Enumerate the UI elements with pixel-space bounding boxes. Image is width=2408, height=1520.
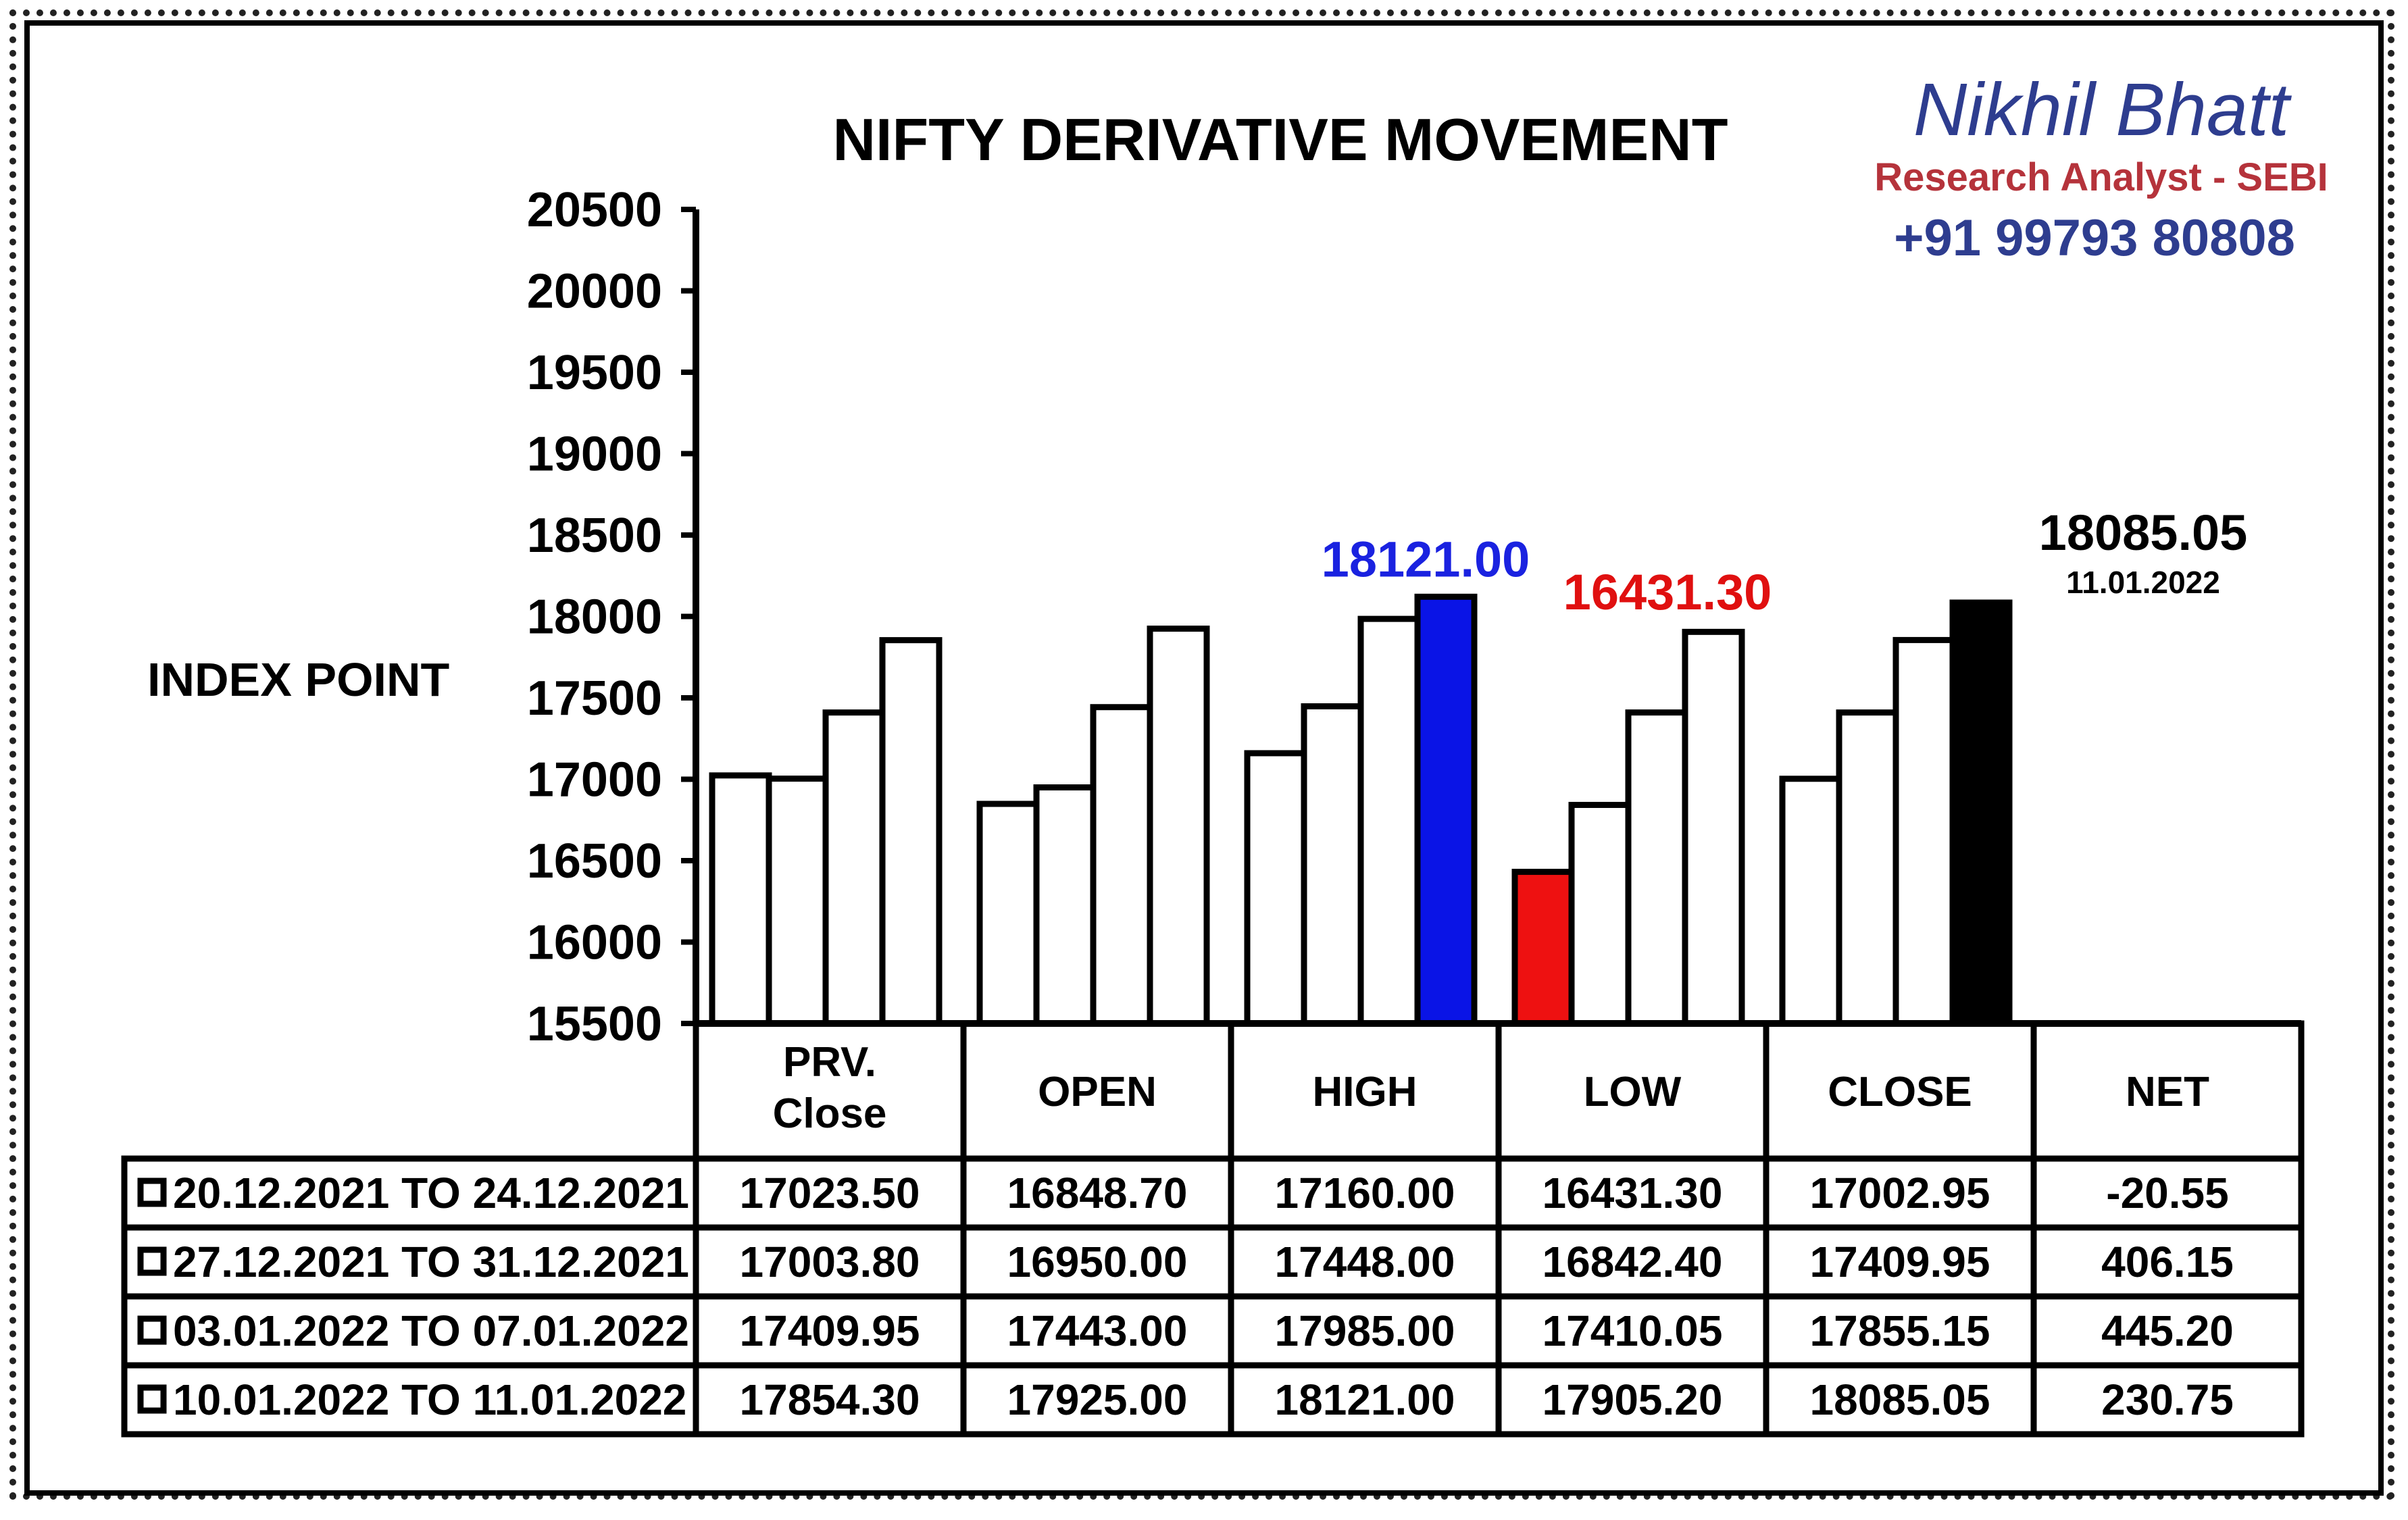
table-row-label: 20.12.2021 TO 24.12.2021 — [173, 1169, 689, 1217]
bar — [1301, 703, 1364, 1027]
table-cell: 17443.00 — [1007, 1307, 1188, 1355]
table-cell: 17985.00 — [1275, 1307, 1455, 1355]
bar — [1033, 784, 1097, 1027]
table-cell: 17448.00 — [1275, 1238, 1455, 1286]
table-cell: 17855.15 — [1810, 1307, 1990, 1355]
y-tick-label: 20000 — [527, 265, 662, 319]
legend-swatch — [137, 1246, 167, 1276]
chart-title: NIFTY DERIVATIVE MOVEMENT — [833, 106, 1728, 173]
table-cell: 16431.30 — [1542, 1169, 1723, 1217]
table-header-cell: LOW — [1584, 1069, 1682, 1115]
table-cell: 17160.00 — [1275, 1169, 1455, 1217]
bar — [709, 772, 772, 1027]
table-row-label: 10.01.2022 TO 11.01.2022 — [173, 1375, 686, 1424]
data-table: PRV.Close OPEN HIGH LOW CLOSE NET 20.12.2021 T… — [121, 1020, 2305, 1438]
inner-frame — [24, 20, 2384, 1496]
table-cell: 17409.95 — [740, 1307, 920, 1355]
callout-high-label: 18121.00 — [1322, 531, 1530, 587]
legend-swatch — [137, 1384, 167, 1414]
table-row-label: 27.12.2021 TO 31.12.2021 — [173, 1238, 689, 1286]
table-cell: 17003.80 — [740, 1238, 920, 1286]
table-header-cell: Close — [773, 1090, 887, 1137]
table-cell: 17002.95 — [1810, 1169, 1990, 1217]
brand-role: Research Analyst - SEBI — [1874, 155, 2328, 199]
table-cell: 445.20 — [2101, 1307, 2234, 1355]
outer-dotted-frame — [9, 9, 2394, 1500]
bar — [1357, 615, 1421, 1027]
legend-swatch — [137, 1177, 167, 1207]
y-tick-label: 18500 — [527, 509, 662, 563]
table-header-cell: NET — [2126, 1069, 2209, 1115]
bar — [1779, 776, 1842, 1027]
bar — [766, 776, 829, 1027]
callout-group: 18121.00 16431.30 18085.05 11.01.2022 — [1322, 505, 2248, 620]
bar — [1090, 704, 1153, 1027]
table-cell: 18085.05 — [1810, 1375, 1990, 1424]
table-cell: 18121.00 — [1275, 1375, 1455, 1424]
table-cell: 230.75 — [2101, 1375, 2234, 1424]
callout-close-label: 18085.05 — [2039, 505, 2248, 561]
callout-low-label: 16431.30 — [1563, 564, 1772, 620]
y-tick-label: 17000 — [527, 753, 662, 807]
y-tick-label: 19500 — [527, 346, 662, 400]
table-cell: 17925.00 — [1007, 1375, 1188, 1424]
bar — [1625, 709, 1688, 1027]
bar — [1836, 709, 1899, 1027]
bar — [1147, 626, 1210, 1027]
table-cell: 17410.05 — [1542, 1307, 1723, 1355]
bar — [1892, 636, 1956, 1027]
table-cell: 17854.30 — [740, 1375, 920, 1424]
table-cell: 17023.50 — [740, 1169, 920, 1217]
bar — [1414, 593, 1478, 1027]
table-header-cell: HIGH — [1313, 1069, 1418, 1115]
table-cell: 16950.00 — [1007, 1238, 1188, 1286]
bar — [976, 801, 1040, 1027]
y-axis-label: INDEX POINT — [147, 653, 449, 706]
bar-group — [696, 593, 2301, 1027]
table-header-cell: OPEN — [1038, 1069, 1157, 1115]
y-tick-label: 18000 — [527, 590, 662, 644]
table-cell: 406.15 — [2101, 1238, 2234, 1286]
table-cell: 16848.70 — [1007, 1169, 1188, 1217]
table-header-cell: PRV. — [783, 1039, 876, 1086]
legend-swatch — [137, 1315, 167, 1345]
table-cell: 16842.40 — [1542, 1238, 1723, 1286]
table-cell: 17409.95 — [1810, 1238, 1990, 1286]
y-tick-label: 17500 — [527, 672, 662, 726]
bar — [1682, 628, 1745, 1027]
table-header-cell: CLOSE — [1828, 1069, 1972, 1115]
y-tick-label: 19000 — [527, 428, 662, 482]
brand-name: Nikhil Bhatt — [1913, 68, 2292, 151]
bar — [879, 637, 943, 1027]
bar — [1244, 750, 1307, 1027]
brand-phone: +91 99793 80808 — [1894, 209, 2295, 267]
y-axis: 15500 16000 16500 17000 17500 18000 18500 19000… — [527, 183, 699, 1051]
bar — [822, 709, 886, 1027]
bar — [1949, 599, 2013, 1027]
table-cell: 17905.20 — [1542, 1375, 1723, 1424]
branding-block: Nikhil Bhatt Research Analyst - SEBI +91… — [1874, 68, 2328, 267]
y-tick-label: 15500 — [527, 997, 662, 1051]
y-tick-label: 16000 — [527, 916, 662, 970]
bar — [1568, 801, 1632, 1027]
table-cell: -20.55 — [2106, 1169, 2228, 1217]
callout-close-date: 11.01.2022 — [2066, 565, 2220, 600]
table-row-label: 03.01.2022 TO 07.01.2022 — [173, 1307, 689, 1355]
y-tick-label: 20500 — [527, 183, 662, 237]
bar — [1511, 869, 1575, 1027]
y-tick-label: 16500 — [527, 834, 662, 888]
